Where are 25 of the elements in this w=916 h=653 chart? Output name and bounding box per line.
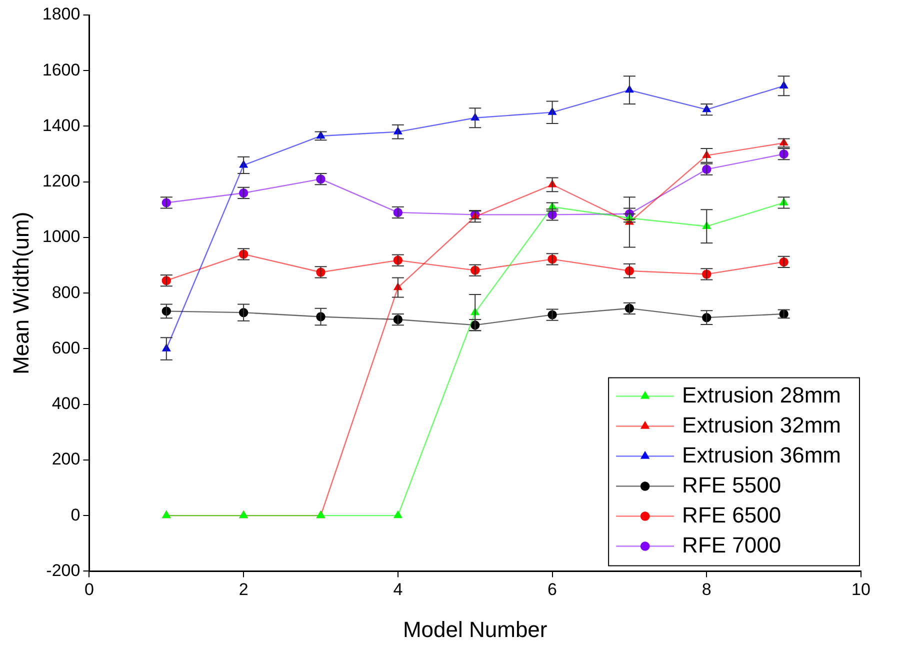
- legend-label: RFE 5500: [682, 472, 782, 498]
- legend-label: RFE 6500: [682, 502, 782, 528]
- y-tick-label: 1600: [42, 60, 80, 80]
- y-tick-label: 0: [70, 505, 80, 524]
- legend-label: RFE 7000: [682, 532, 782, 558]
- y-tick-label: 400: [52, 394, 80, 414]
- x-tick-label: 10: [852, 580, 870, 600]
- legend-label: Extrusion 36mm: [682, 442, 842, 468]
- y-tick-label: 1200: [42, 172, 80, 191]
- x-tick-label: 6: [548, 580, 558, 600]
- y-tick-label: 200: [52, 450, 80, 469]
- y-tick-label: 600: [52, 338, 80, 358]
- x-tick-label: 4: [393, 580, 403, 600]
- y-tick-label: 1000: [42, 227, 80, 246]
- y-tick-label: -200: [46, 560, 80, 580]
- y-tick-label: 800: [52, 282, 80, 302]
- y-tick-label: 1400: [42, 116, 80, 135]
- x-axis-title: Model Number: [402, 616, 548, 642]
- y-tick-label: 1800: [42, 4, 80, 24]
- legend-label: Extrusion 32mm: [682, 412, 842, 438]
- y-axis-title: Mean Width(um): [8, 212, 34, 374]
- x-tick-label: 0: [84, 580, 94, 600]
- x-tick-label: 2: [238, 580, 248, 600]
- legend-label: Extrusion 28mm: [682, 382, 842, 408]
- x-tick-label: 8: [702, 580, 712, 600]
